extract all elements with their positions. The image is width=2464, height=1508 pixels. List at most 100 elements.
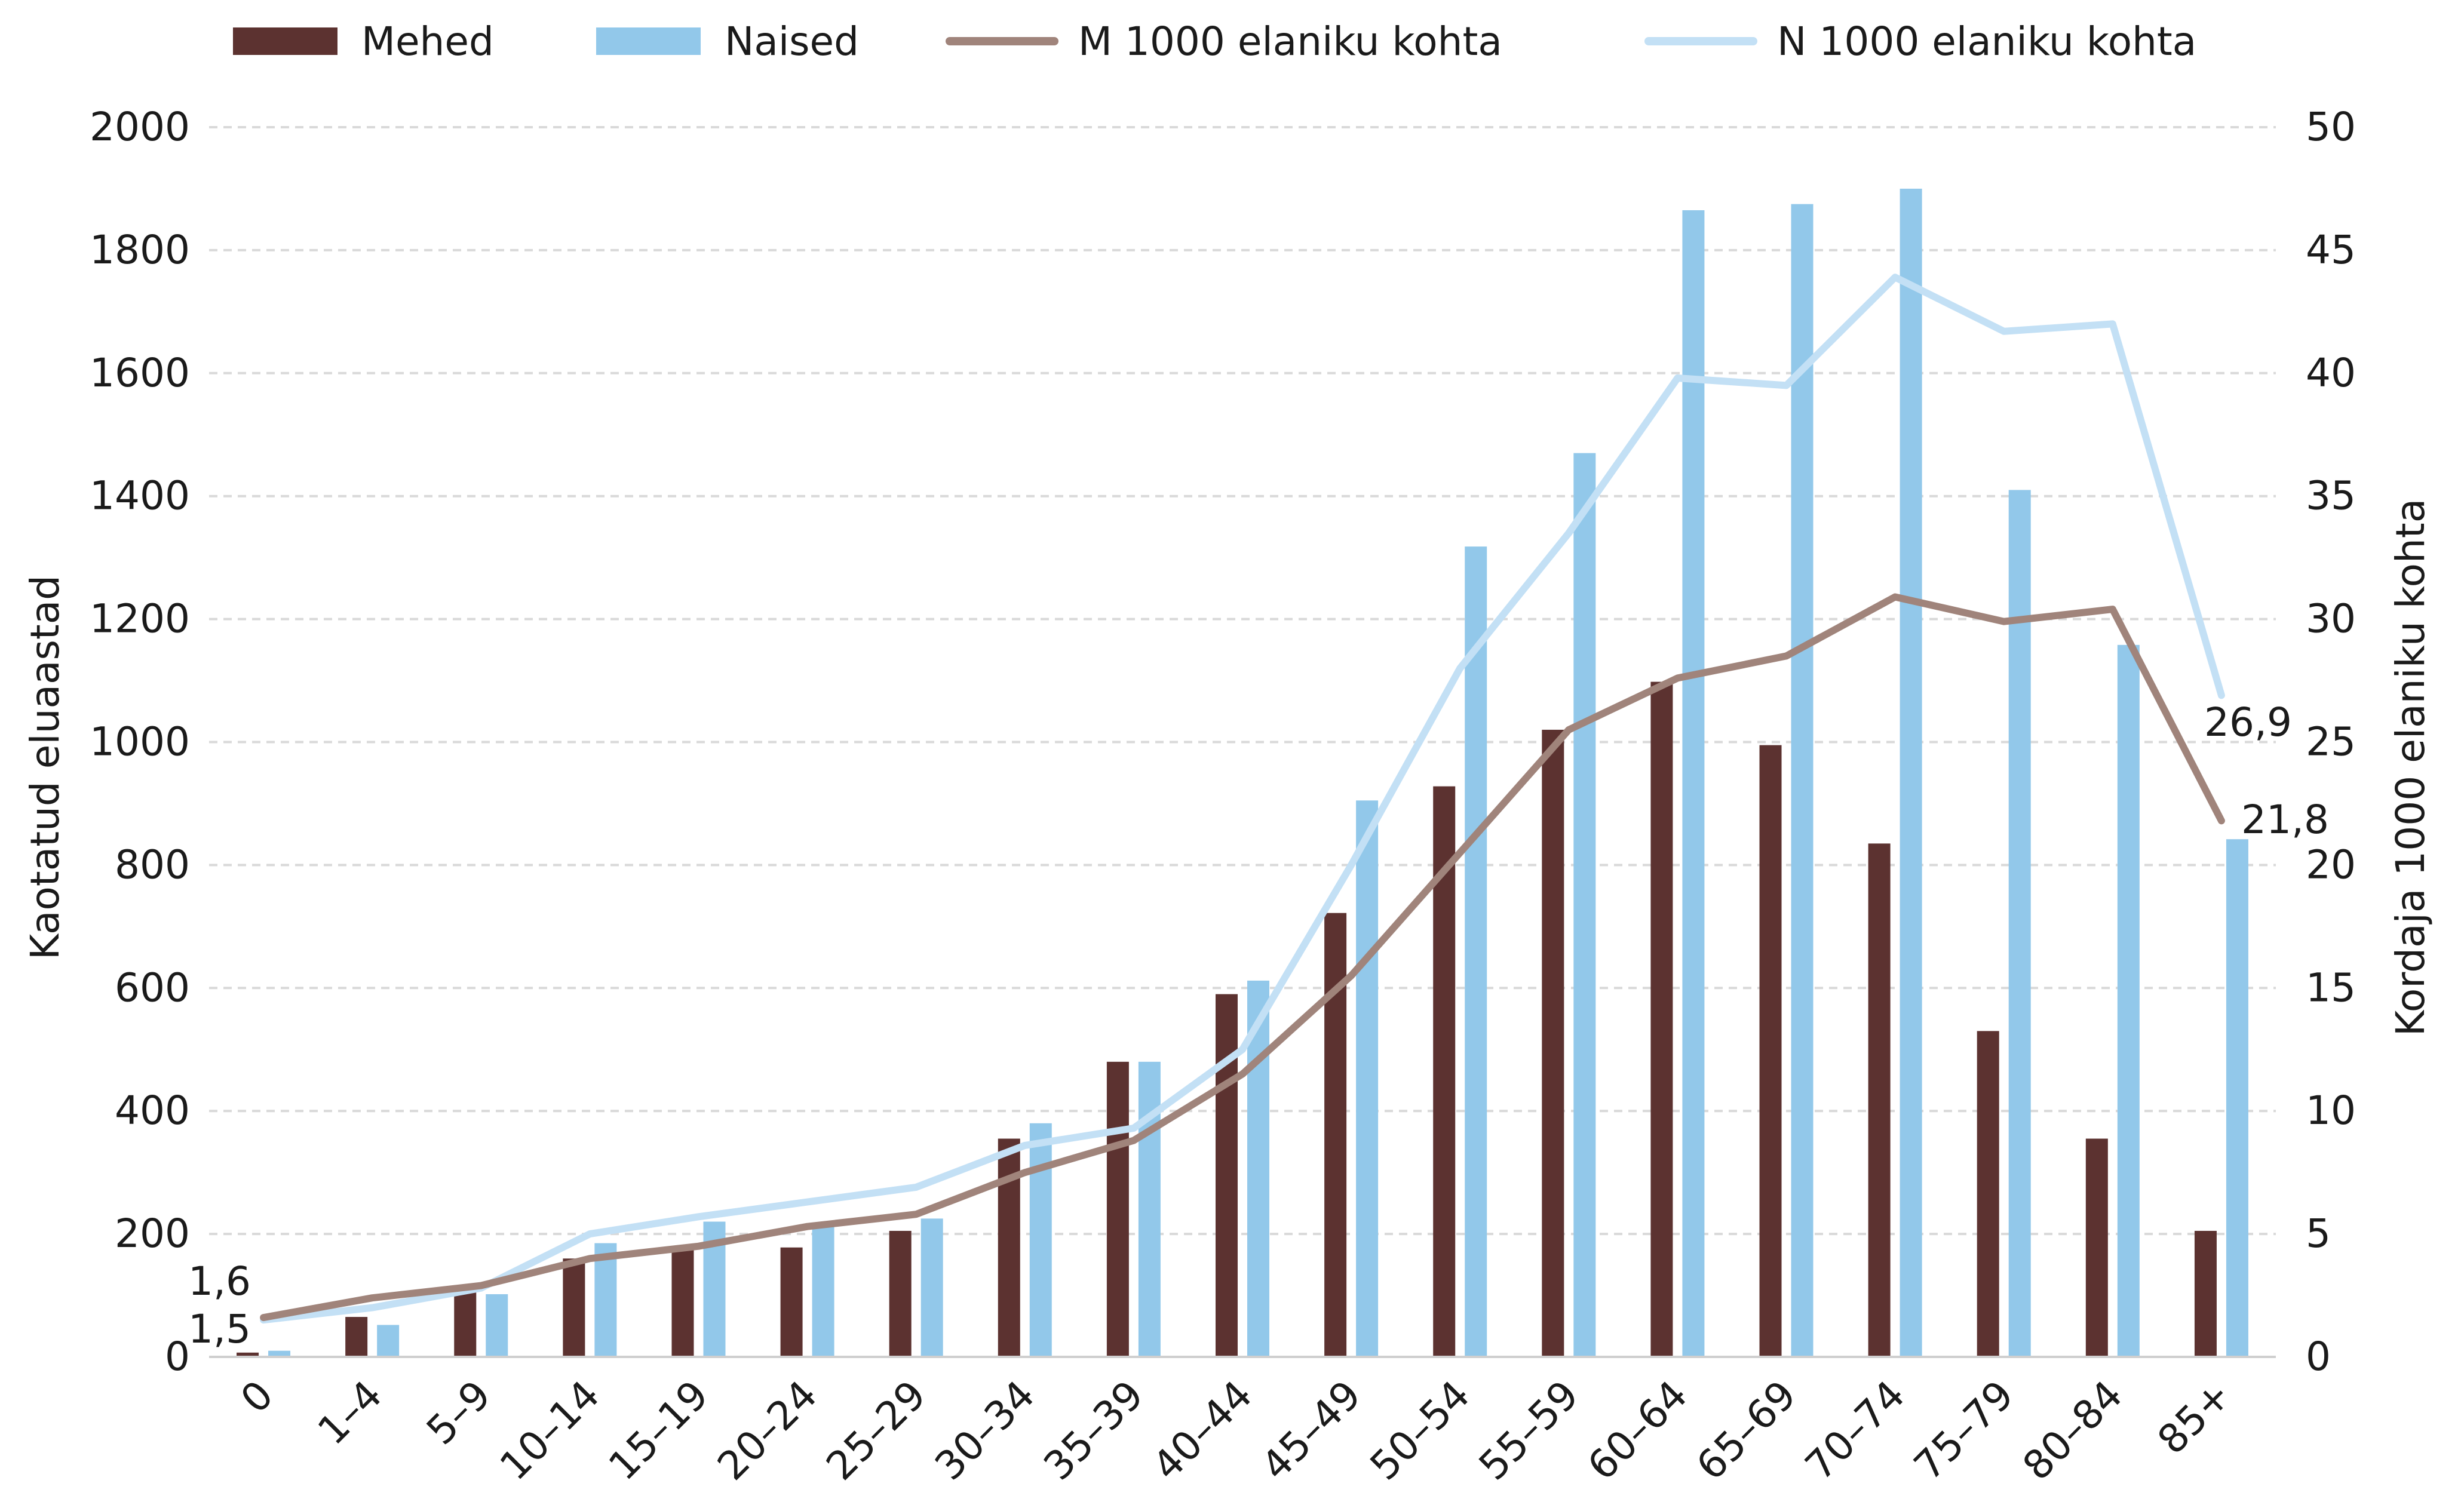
bar-naised [268, 1350, 291, 1357]
bar-naised [2117, 644, 2140, 1357]
y-tick-label: 2000 [90, 104, 190, 150]
y2-tick-label: 0 [2306, 1334, 2331, 1380]
y-tick-label: 0 [165, 1334, 190, 1380]
legend-label: N 1000 elaniku kohta [1777, 19, 2196, 65]
bar-naised [1682, 210, 1705, 1357]
value-annotation: 1,6 [188, 1258, 251, 1304]
bar-naised [1465, 546, 1487, 1357]
y-tick-label: 200 [115, 1211, 190, 1257]
y-axis-title: Kaotatud eluaastad [22, 575, 68, 960]
y-tick-label: 800 [115, 841, 190, 887]
bar-naised [377, 1325, 400, 1357]
y-tick-label: 1400 [90, 473, 190, 519]
annotations: 1,61,5 26,9 21,8 [188, 699, 2329, 1352]
x-tick-label: 40–44 [1144, 1372, 1262, 1489]
line-mehed-rate [260, 593, 2225, 1322]
x-tick-label: 1–4 [309, 1372, 391, 1454]
x-tick-label: 60–64 [1579, 1372, 1696, 1489]
bar-mehed [889, 1230, 912, 1357]
bar-mehed [1977, 1031, 1999, 1357]
bar-mehed [1759, 745, 1782, 1357]
bar-mehed [1542, 729, 1564, 1357]
x-tick-label: 15–19 [600, 1372, 717, 1489]
bar-naised [1247, 980, 1269, 1357]
bar-mehed [780, 1247, 803, 1357]
legend-label: M 1000 elaniku kohta [1078, 19, 1502, 65]
bar-naised [486, 1294, 508, 1357]
y-tick-label: 1800 [90, 227, 190, 273]
x-tick-label: 30–34 [926, 1372, 1044, 1489]
gridlines [209, 126, 2276, 1236]
bar-naised [1029, 1123, 1052, 1357]
bar-mehed [237, 1352, 259, 1357]
rate-lines [260, 274, 2225, 1324]
bar-mehed [671, 1246, 694, 1357]
bar-naised [1356, 800, 1379, 1357]
x-tick-label: 50–54 [1361, 1372, 1479, 1489]
legend-item: N 1000 elaniku kohta [1644, 19, 2196, 65]
x-tick-label: 75–79 [1905, 1372, 2023, 1489]
bar-mehed [1650, 681, 1673, 1357]
legend-item: M 1000 elaniku kohta [946, 19, 1502, 65]
line-naised-rate [260, 274, 2225, 1324]
value-annotation: 26,9 [2204, 699, 2292, 745]
y-tick-label: 1200 [90, 596, 190, 642]
legend: Mehed Naised M 1000 elaniku kohta N 1000 el… [233, 19, 2196, 65]
x-tick-label: 80–84 [2014, 1372, 2132, 1489]
x-tick-label: 70–74 [1796, 1372, 1914, 1489]
legend-item: Mehed [233, 19, 494, 65]
bar-mehed [2194, 1230, 2217, 1357]
x-tick-label: 35–39 [1035, 1372, 1153, 1489]
y2-tick-label: 25 [2306, 719, 2356, 765]
bar-naised [2226, 839, 2248, 1357]
bar-naised [594, 1243, 617, 1357]
x-tick-label: 25–29 [817, 1372, 935, 1489]
legend-swatch [596, 27, 701, 55]
bar-naised [1138, 1061, 1161, 1357]
y2-tick-label: 20 [2306, 841, 2356, 887]
x-tick-label: 65–69 [1687, 1372, 1805, 1489]
bar-mehed [345, 1317, 368, 1357]
bar-naised [812, 1224, 834, 1357]
bars [237, 188, 2248, 1357]
legend-swatch [233, 27, 337, 55]
bar-naised [1791, 204, 1814, 1357]
y-tick-label: 400 [115, 1088, 190, 1134]
y2-tick-label: 40 [2306, 350, 2356, 396]
y2-axis-title: Kordaja 1000 elaniku kohta [2388, 499, 2434, 1036]
y2-tick-label: 35 [2306, 473, 2356, 519]
y-tick-label: 1600 [90, 350, 190, 396]
x-tick-label: 10–14 [491, 1372, 609, 1489]
x-tick-label: 45–49 [1253, 1372, 1370, 1489]
bar-naised [1573, 453, 1596, 1357]
bar-naised [2008, 490, 2031, 1357]
y2-tick-label: 45 [2306, 227, 2356, 273]
x-tick-label: 5–9 [418, 1372, 499, 1454]
x-tick-label: 85+ [2149, 1372, 2240, 1463]
bar-mehed [1216, 994, 1238, 1357]
bar-naised [920, 1218, 943, 1357]
bar-mehed [2085, 1138, 2108, 1357]
value-annotation: 21,8 [2241, 797, 2329, 843]
bar-mehed [998, 1138, 1020, 1357]
y-tick-label: 600 [115, 965, 190, 1011]
bar-mehed [1868, 843, 1891, 1357]
y2-tick-label: 15 [2306, 965, 2356, 1011]
y2-tick-label: 30 [2306, 596, 2356, 642]
bar-naised [1900, 188, 1922, 1357]
y2-tick-label: 50 [2306, 104, 2356, 150]
bar-mehed [1106, 1061, 1129, 1357]
x-tick-label: 20–24 [708, 1372, 826, 1489]
y2-tick-label: 10 [2306, 1088, 2356, 1134]
y-tick-label: 1000 [90, 719, 190, 765]
bar-mehed [454, 1289, 477, 1357]
legend-label: Mehed [361, 19, 494, 65]
value-annotation: 1,5 [188, 1306, 251, 1352]
legend-item: Naised [596, 19, 859, 65]
x-tick-label: 0 [232, 1372, 282, 1422]
x-tick-label: 55–59 [1470, 1372, 1588, 1489]
bar-mehed [563, 1258, 585, 1357]
y2-tick-label: 5 [2306, 1211, 2331, 1257]
